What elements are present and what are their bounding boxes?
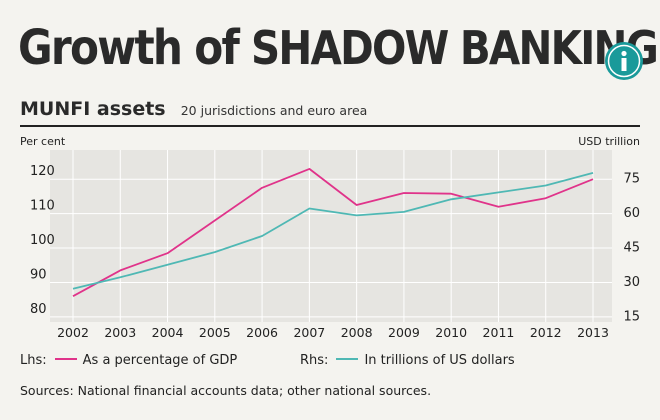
left-tick-label: 120 — [30, 164, 55, 179]
x-tick-label: 2008 — [341, 325, 373, 340]
x-tick-label: 2006 — [246, 325, 278, 340]
legend-lhs: Lhs: As a percentage of GDP — [20, 353, 237, 368]
right-tick-label: 60 — [623, 206, 640, 221]
title-part2: SHADOW BANKING — [251, 21, 659, 75]
x-tick-label: 2010 — [435, 325, 467, 340]
subtitle-row: MUNFI assets 20 jurisdictions and euro a… — [20, 98, 367, 120]
x-tick-label: 2009 — [388, 325, 420, 340]
x-tick-label: 2003 — [104, 325, 136, 340]
x-tick-label: 2002 — [57, 325, 89, 340]
page-title: Growth of SHADOW BANKING — [18, 20, 659, 76]
right-axis-unit: USD trillion — [578, 135, 640, 148]
header-rule — [20, 125, 640, 127]
right-tick-label: 45 — [623, 240, 640, 255]
left-axis-unit: Per cent — [20, 135, 66, 148]
legend-rhs: Rhs: In trillions of US dollars — [300, 353, 515, 368]
right-tick-label: 75 — [623, 172, 640, 187]
x-tick-label: 2013 — [577, 325, 609, 340]
x-tick-label: 2011 — [483, 325, 515, 340]
chart-subsubtitle: 20 jurisdictions and euro area — [180, 103, 368, 118]
title-part1: Growth of — [18, 20, 240, 76]
sources-note: Sources: National financial accounts dat… — [20, 383, 432, 398]
right-tick-label: 15 — [623, 309, 640, 324]
series-line-right — [72, 172, 594, 290]
legend-lhs-label: As a percentage of GDP — [82, 353, 238, 368]
legend-rhs-swatch — [336, 358, 359, 360]
series-line-left — [72, 167, 594, 297]
legend-rhs-label: In trillions of US dollars — [364, 353, 515, 368]
chart-subtitle: MUNFI assets — [20, 98, 166, 120]
legend-lhs-swatch — [54, 358, 77, 360]
left-tick-label: 100 — [30, 233, 55, 248]
left-tick-label: 90 — [30, 267, 47, 282]
x-tick-label: 2007 — [293, 325, 325, 340]
x-tick-label: 2005 — [199, 325, 231, 340]
legend-rhs-prefix: Rhs: — [300, 353, 329, 368]
x-tick-label: 2004 — [152, 325, 184, 340]
legend-lhs-prefix: Lhs: — [20, 353, 47, 368]
info-icon[interactable] — [604, 41, 644, 81]
plot-area — [50, 150, 612, 322]
right-tick-label: 30 — [623, 275, 640, 290]
x-tick-label: 2012 — [530, 325, 562, 340]
left-tick-label: 80 — [30, 302, 47, 317]
left-tick-label: 110 — [30, 199, 55, 214]
